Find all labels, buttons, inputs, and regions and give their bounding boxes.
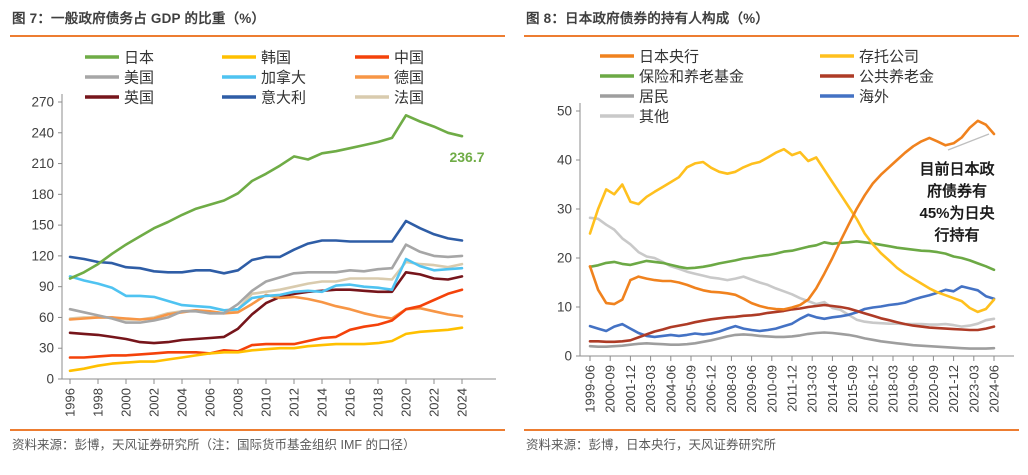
x-tick-label: 1999-06 — [583, 365, 598, 413]
x-tick-label: 2006 — [203, 388, 218, 417]
legend-label-中国: 中国 — [394, 50, 424, 67]
jgb-holders-line-chart: 0 10 20 30 40 50 1999-06 2000-09 2001-12 2003-03 2… — [557, 49, 1014, 413]
y-tick-label: 60 — [39, 310, 54, 325]
x-tick-label: 2004-06 — [663, 365, 678, 413]
legend-label-法国: 法国 — [394, 90, 424, 107]
y-tick-label: 210 — [31, 156, 54, 171]
x-tick-label: 2014-06 — [825, 365, 840, 413]
series-line-英国 — [68, 271, 464, 345]
legend-label-德国: 德国 — [394, 69, 424, 87]
x-tick-label: 2016 — [343, 388, 358, 417]
series-line-其他 — [588, 216, 996, 328]
x-tick-label: 2002 — [147, 388, 162, 417]
legend-label-其他: 其他 — [639, 109, 669, 126]
legend-label-英国: 英国 — [124, 89, 154, 107]
series-line-公共养老金 — [588, 303, 996, 344]
y-tick-label: 30 — [557, 202, 572, 217]
x-tick-label: 2003-03 — [643, 365, 658, 413]
x-tick-label: 2012 — [287, 388, 302, 417]
annotation-leader-line — [947, 133, 990, 151]
legend-label-日本央行: 日本央行 — [639, 49, 699, 66]
x-tick-label: 2006-12 — [704, 365, 719, 413]
x-tick-label: 2005-09 — [684, 365, 699, 413]
x-tick-label: 2016-12 — [865, 365, 880, 413]
y-tick-label: 240 — [31, 125, 54, 140]
y-tick-label: 270 — [31, 95, 54, 110]
x-tick-label: 2013-03 — [805, 365, 820, 413]
series-line-日本央行 — [588, 119, 996, 311]
series-line-加拿大 — [68, 257, 464, 312]
figure-8-jgb-holders: 图 8：日本政府债券的持有人构成（%） 0 10 20 30 40 50 1999-06 20… — [514, 0, 1028, 475]
x-tick-label: 2008-03 — [724, 365, 739, 413]
x-tick-label: 2023-03 — [966, 365, 981, 413]
x-tick-label: 2021-12 — [946, 365, 961, 413]
series-line-日本 — [68, 114, 464, 280]
x-tick-label: 2018-03 — [886, 365, 901, 413]
figure-7-title: 图 7：一般政府债务占 GDP 的比重（%） — [10, 0, 505, 37]
y-tick-label: 10 — [557, 300, 572, 315]
x-tick-label: 1996 — [63, 388, 78, 417]
figure-7-debt-to-gdp: 图 7：一般政府债务占 GDP 的比重（%） 0 30 60 90 120 150 180 2… — [10, 0, 505, 453]
legend-label-美国: 美国 — [124, 70, 154, 87]
legend-label-保险和养老基金: 保险和养老基金 — [639, 69, 744, 86]
debt-to-gdp-line-chart: 0 30 60 90 120 150 180 210 240 270 1996 1998 2000 200… — [31, 50, 496, 417]
legend-label-居民: 居民 — [639, 89, 669, 106]
chart-annotation: 目前日本政府债券有 45%为日央行持有 — [919, 160, 995, 244]
series-line-保险和养老基金 — [588, 240, 996, 272]
y-tick-label: 90 — [39, 279, 54, 294]
x-tick-label: 2014 — [315, 388, 330, 417]
chart-annotation: 236.7 — [449, 149, 484, 165]
y-tick-label: 0 — [564, 349, 572, 364]
series-line-中国 — [68, 288, 464, 359]
series-line-居民 — [588, 331, 996, 350]
legend-label-存托公司: 存托公司 — [859, 49, 919, 66]
x-tick-label: 1998 — [91, 388, 106, 417]
x-tick-label: 2009-06 — [744, 365, 759, 413]
x-tick-label: 2015-09 — [845, 365, 860, 413]
x-tick-label: 2000-09 — [603, 365, 618, 413]
x-tick-label: 2024 — [455, 388, 470, 417]
x-tick-label: 2020-09 — [926, 365, 941, 413]
series-line-美国 — [68, 243, 464, 324]
x-tick-label: 2010-09 — [764, 365, 779, 413]
x-tick-label: 2018 — [371, 388, 386, 417]
y-tick-label: 120 — [31, 248, 54, 263]
x-tick-label: 2022 — [427, 388, 442, 417]
legend-label-加拿大: 加拿大 — [261, 69, 306, 87]
series-line-意大利 — [68, 219, 464, 275]
y-tick-label: 20 — [557, 251, 572, 266]
y-tick-label: 40 — [557, 153, 572, 168]
legend-label-意大利: 意大利 — [261, 89, 306, 107]
y-tick-label: 50 — [557, 104, 572, 119]
series-line-存托公司 — [588, 147, 996, 314]
figure-8-source: 资料来源：彭博，日本央行，天风证券研究所 — [524, 429, 1019, 453]
legend-label-公共养老金: 公共养老金 — [859, 69, 934, 86]
x-tick-label: 2004 — [175, 388, 190, 417]
x-tick-label: 2000 — [119, 388, 134, 417]
x-tick-label: 2008 — [231, 388, 246, 417]
x-tick-label: 2010 — [259, 388, 274, 417]
figure-7-source: 资料来源：彭博，天风证券研究所（注：国际货币基金组织 IMF 的口径） — [10, 429, 505, 453]
legend-label-日本: 日本 — [124, 50, 154, 67]
x-tick-label: 2020 — [399, 388, 414, 417]
series-line-韩国 — [68, 326, 464, 373]
x-tick-label: 2024-06 — [987, 365, 1002, 413]
y-tick-label: 180 — [31, 187, 54, 202]
figure-8-title: 图 8：日本政府债券的持有人构成（%） — [524, 0, 1019, 37]
y-tick-label: 150 — [31, 218, 54, 233]
legend-label-海外: 海外 — [859, 89, 889, 106]
y-tick-label: 0 — [46, 372, 54, 387]
series-line-德国 — [68, 293, 464, 321]
y-tick-label: 30 — [39, 341, 54, 356]
x-tick-label: 2019-06 — [906, 365, 921, 413]
x-tick-label: 2001-12 — [623, 365, 638, 413]
series-line-海外 — [588, 285, 996, 339]
x-tick-label: 2011-12 — [785, 365, 800, 412]
legend-label-韩国: 韩国 — [261, 50, 291, 67]
